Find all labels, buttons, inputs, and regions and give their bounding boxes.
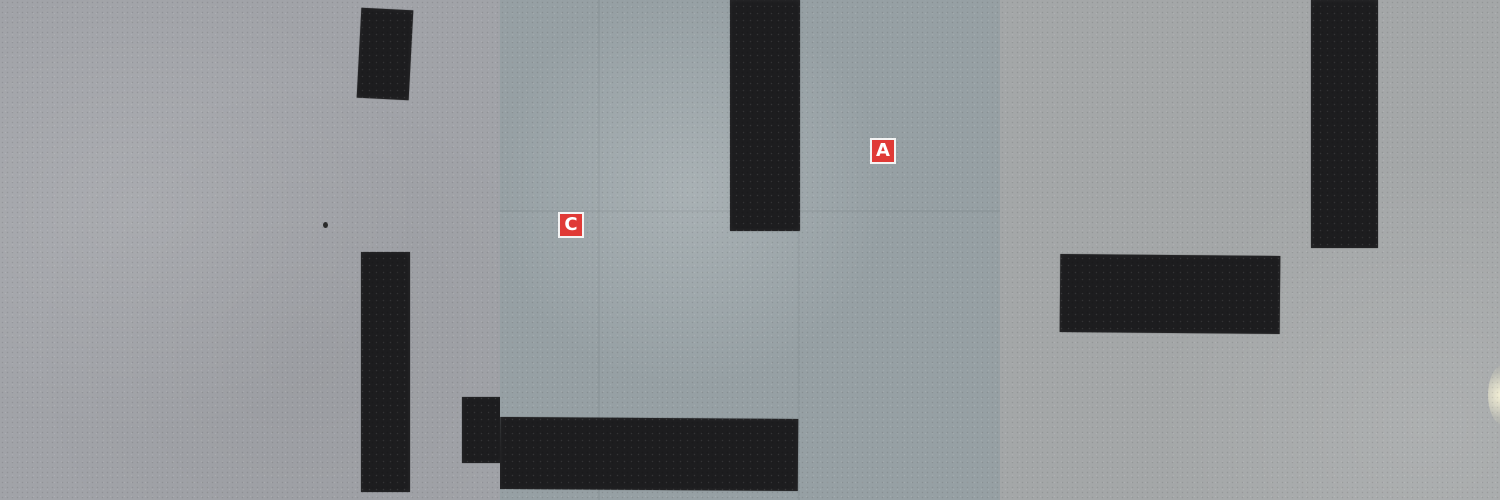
tape-short-top	[356, 7, 414, 101]
floor-panel-right	[1000, 0, 1500, 500]
floor-panel-left	[0, 0, 500, 500]
tape-horizontal-left	[1059, 254, 1281, 334]
floor-speck	[323, 222, 328, 228]
floor-panel-middle: A C	[500, 0, 1000, 500]
marker-c: C	[558, 212, 584, 238]
tape-vertical-top	[730, 0, 800, 231]
tape-vertical-right	[1311, 0, 1378, 248]
tape-long-vertical	[361, 252, 410, 492]
tape-horizontal-bottom	[500, 416, 799, 492]
tape-small-edge	[462, 397, 500, 463]
marker-a: A	[870, 138, 896, 164]
light-glare	[1488, 365, 1500, 425]
